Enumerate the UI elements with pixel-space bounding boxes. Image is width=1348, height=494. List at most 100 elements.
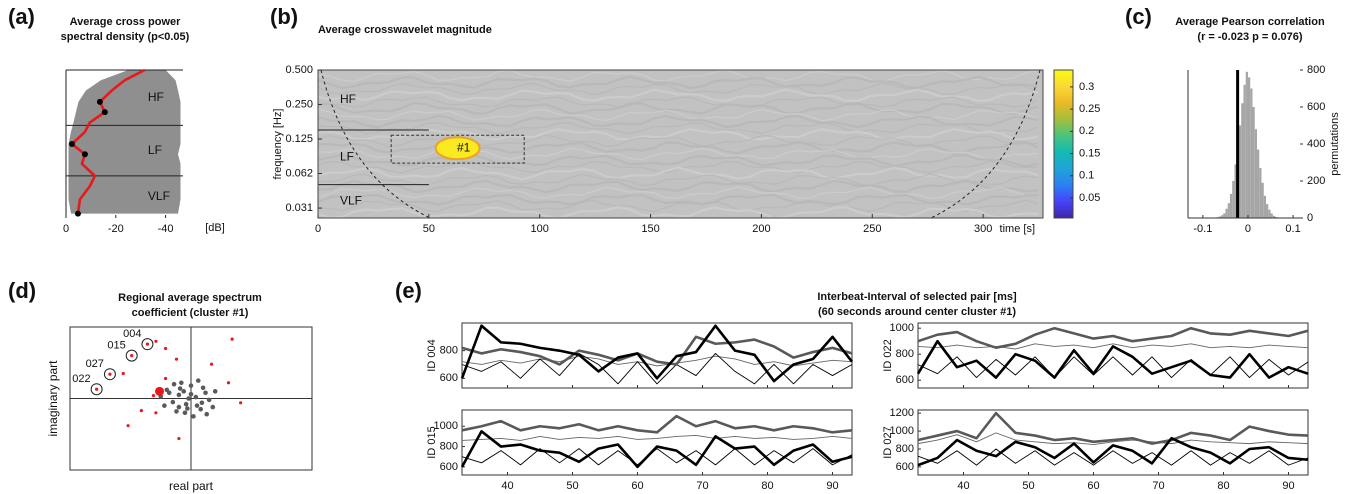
y-tick-label: 1200 (890, 407, 914, 419)
chart-title: Regional average spectrum (118, 292, 262, 304)
scatter-point (154, 339, 158, 343)
colorbar-tick-label: 0.05 (1079, 192, 1100, 204)
y-axis-label: ID 004 (426, 339, 438, 371)
y-tick-label: 800 (896, 443, 914, 455)
x-tick-label: 40 (957, 480, 969, 492)
heatmap-texture (318, 121, 1039, 135)
heatmap-texture (318, 160, 1039, 174)
panel-label: (b) (270, 4, 298, 29)
colorbar-tick-label: 0.3 (1079, 81, 1094, 93)
scatter-point (126, 424, 130, 428)
histogram-bar (1261, 182, 1264, 218)
histogram-bar (1245, 71, 1248, 218)
heatmap-texture (318, 88, 1039, 103)
heatmap-texture (318, 75, 1039, 90)
y-tick-label: 200 (1307, 175, 1325, 187)
band-label: VLF (148, 189, 170, 203)
histogram-bar (1247, 77, 1251, 219)
label-ring (90, 383, 103, 396)
y-axis-label: imaginary part (46, 360, 60, 437)
cluster-label: #1 (457, 140, 471, 154)
scatter-point (163, 346, 168, 351)
y-tick-label: 800 (440, 440, 458, 452)
scatter-point (108, 372, 112, 376)
heatmap-texture (318, 114, 1039, 129)
panel-label: (d) (8, 278, 36, 303)
y-tick-label: 0.062 (285, 167, 313, 179)
spectrum-line (70, 68, 146, 214)
y-axis-label: ID 022 (882, 339, 894, 371)
histogram-bar (1263, 195, 1267, 218)
chart-title: Interbeat-Interval of selected pair [ms] (817, 291, 1017, 303)
chart-title: coefficient (cluster #1) (132, 307, 249, 319)
band-label: HF (148, 90, 164, 104)
scatter-point (210, 404, 216, 410)
ibi-line (917, 356, 1309, 379)
scatter-point (121, 371, 125, 376)
scatter-point (155, 386, 165, 396)
x-tick-label: 70 (1152, 480, 1164, 492)
scatter-point (226, 381, 231, 385)
ibi-line (460, 324, 854, 383)
scatter-point (162, 403, 167, 408)
panel-label: (c) (1125, 4, 1152, 29)
histogram-bar (1250, 88, 1253, 218)
histogram-bar (1259, 168, 1262, 218)
x-tick-label: -40 (158, 223, 174, 235)
heatmap-texture (318, 199, 1039, 213)
x-tick-label: 100 (531, 223, 549, 235)
colorbar-tick-label: 0.25 (1079, 103, 1100, 115)
y-tick-label: 0.125 (285, 133, 313, 145)
y-tick-label: 800 (440, 345, 458, 357)
ibi-line (461, 352, 853, 385)
y-tick-label: 600 (896, 374, 914, 386)
label-ring (103, 368, 116, 381)
scatter-point (177, 436, 181, 441)
colorbar-tick-label: 0.1 (1079, 170, 1094, 182)
scatter-point (188, 391, 194, 397)
histogram-bar (1257, 149, 1260, 218)
ibi-line (917, 326, 1309, 350)
x-tick-label: 60 (1087, 480, 1099, 492)
label-ring (141, 338, 154, 351)
chart-title: Average cross power (70, 16, 182, 28)
x-tick-label: 40 (501, 480, 513, 492)
x-axis-label: time [s] (1000, 223, 1035, 235)
y-tick-label: 600 (896, 461, 914, 473)
chart-title: (60 seconds around center cluster #1) (818, 306, 1016, 318)
histogram-bar (1229, 193, 1233, 218)
scatter-point (212, 389, 218, 394)
heatmap-texture (318, 70, 1039, 83)
scatter-point (166, 390, 172, 396)
colorbar (1053, 69, 1074, 219)
scatter-point (145, 342, 150, 346)
scatter-point (230, 337, 234, 341)
x-tick-label: 0 (63, 223, 69, 235)
ibi-line (461, 414, 853, 434)
x-tick-label: 60 (631, 480, 643, 492)
histogram-bar (1254, 129, 1257, 218)
scatter-point (200, 385, 206, 391)
y-tick-label: 0 (1307, 212, 1313, 224)
histogram-bar (1241, 103, 1244, 218)
panel-label: (a) (8, 4, 35, 29)
x-tick-label: -0.1 (1193, 223, 1212, 235)
band-label: LF (340, 149, 354, 163)
x-tick-label: 70 (696, 480, 708, 492)
histogram-bar (1218, 216, 1221, 218)
scatter-point (188, 383, 194, 388)
panel-label: (e) (395, 278, 422, 303)
heatmap-texture (318, 147, 1039, 161)
y-axis-label: ID 027 (882, 426, 894, 458)
histogram-bar (1227, 203, 1230, 218)
y-tick-label: 400 (1307, 138, 1325, 150)
scatter-point (170, 399, 176, 405)
label-ring (125, 349, 138, 362)
peak-marker (101, 109, 108, 116)
scatter-point (198, 406, 203, 412)
x-tick-label: 200 (752, 223, 770, 235)
y-axis-label: ID 015 (426, 426, 438, 458)
spread-band (68, 70, 181, 214)
